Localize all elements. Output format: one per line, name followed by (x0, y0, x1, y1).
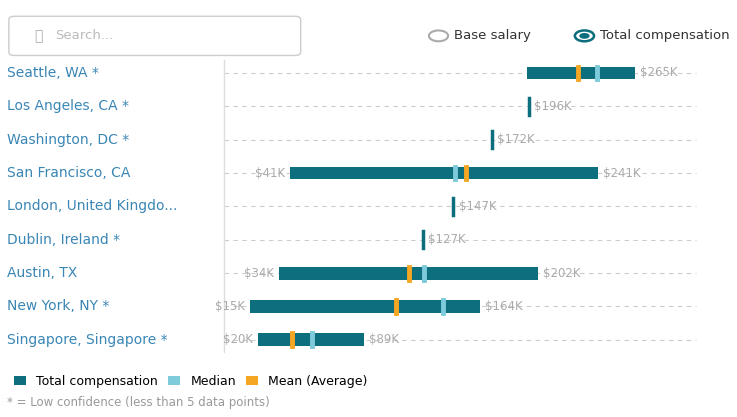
Text: $265K: $265K (640, 66, 678, 80)
Text: London, United Kingdo...: London, United Kingdo... (7, 199, 178, 214)
Text: $34K: $34K (244, 266, 274, 280)
Text: San Francisco, CA: San Francisco, CA (7, 166, 130, 180)
Text: $20K: $20K (223, 333, 253, 347)
Text: Singapore, Singapore *: Singapore, Singapore * (7, 333, 168, 347)
FancyBboxPatch shape (279, 267, 538, 279)
Text: ⌕: ⌕ (34, 29, 43, 43)
Text: * = Low confidence (less than 5 data points): * = Low confidence (less than 5 data poi… (7, 397, 270, 409)
Text: Washington, DC *: Washington, DC * (7, 133, 130, 147)
Text: Total compensation: Total compensation (600, 29, 730, 43)
Text: $127K: $127K (427, 233, 465, 246)
Text: $196K: $196K (534, 100, 572, 113)
Text: Search...: Search... (55, 29, 113, 43)
Text: Dublin, Ireland *: Dublin, Ireland * (7, 233, 120, 247)
FancyBboxPatch shape (290, 167, 598, 179)
Text: Base salary: Base salary (454, 29, 531, 43)
Text: $164K: $164K (485, 300, 523, 313)
Text: $172K: $172K (497, 133, 535, 146)
Legend: Total compensation, Median, Mean (Average): Total compensation, Median, Mean (Averag… (13, 375, 368, 388)
Text: Austin, TX: Austin, TX (7, 266, 77, 280)
Text: Seattle, WA *: Seattle, WA * (7, 66, 99, 80)
Text: $15K: $15K (215, 300, 245, 313)
Text: $241K: $241K (604, 166, 641, 180)
Text: $202K: $202K (543, 266, 581, 280)
FancyBboxPatch shape (528, 67, 635, 79)
FancyBboxPatch shape (9, 16, 301, 55)
FancyBboxPatch shape (250, 300, 480, 313)
Text: $89K: $89K (369, 333, 399, 347)
Text: $41K: $41K (255, 166, 285, 180)
Text: Los Angeles, CA *: Los Angeles, CA * (7, 99, 130, 113)
FancyBboxPatch shape (258, 334, 364, 346)
Text: New York, NY *: New York, NY * (7, 299, 110, 314)
Circle shape (579, 33, 590, 39)
Text: $147K: $147K (458, 200, 496, 213)
